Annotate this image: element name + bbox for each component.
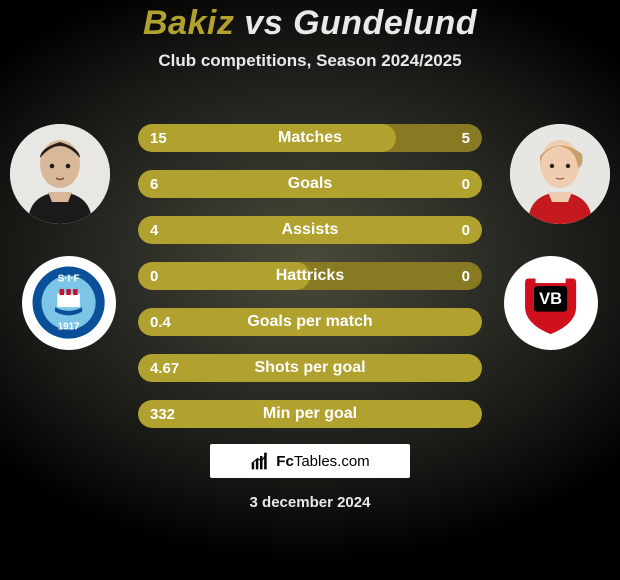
stat-bar-row: 40Assists	[138, 216, 482, 244]
bar-value-left: 15	[150, 124, 167, 152]
bar-value-left: 332	[150, 400, 175, 428]
stat-bar-row: 155Matches	[138, 124, 482, 152]
bar-value-left: 0	[150, 262, 158, 290]
club2-crest: VB	[504, 256, 598, 350]
brand-logo-icon	[250, 451, 270, 471]
svg-text:VB: VB	[540, 290, 563, 309]
player2-avatar	[510, 124, 610, 224]
stat-bar-row: 60Goals	[138, 170, 482, 198]
svg-text:1917: 1917	[58, 322, 80, 333]
svg-text:S·I·F: S·I·F	[58, 274, 80, 285]
player2-name: Gundelund	[293, 4, 477, 42]
date-text: 3 december 2024	[0, 494, 620, 511]
stat-bar-row: 332Min per goal	[138, 400, 482, 428]
bar-fill	[138, 262, 310, 290]
bar-fill	[138, 170, 482, 198]
bar-value-left: 4.67	[150, 354, 179, 382]
bar-fill	[138, 400, 482, 428]
club2-crest-svg: VB	[513, 265, 588, 340]
club1-crest: S·I·F 1917	[22, 256, 116, 350]
brand-box: FcTables.com	[210, 444, 410, 478]
versus-text: vs	[244, 4, 283, 42]
stat-bar-row: 4.67Shots per goal	[138, 354, 482, 382]
brand-bold: Fc	[276, 453, 294, 470]
bar-value-right: 0	[462, 262, 470, 290]
bar-fill	[138, 124, 396, 152]
stat-bar-row: 00Hattricks	[138, 262, 482, 290]
subtitle: Club competitions, Season 2024/2025	[0, 51, 620, 71]
page-title: Bakiz vs Gundelund	[0, 0, 620, 43]
player1-name: Bakiz	[143, 4, 234, 42]
player1-avatar-svg	[10, 124, 110, 224]
bar-fill	[138, 216, 482, 244]
bar-value-left: 0.4	[150, 308, 171, 336]
club1-crest-svg: S·I·F 1917	[31, 265, 106, 340]
bar-value-left: 6	[150, 170, 158, 198]
bar-value-left: 4	[150, 216, 158, 244]
player1-avatar	[10, 124, 110, 224]
player2-avatar-svg	[510, 124, 610, 224]
bar-value-right: 0	[462, 170, 470, 198]
brand-light: Tables.com	[294, 453, 370, 470]
stat-bars: 155Matches60Goals40Assists00Hattricks0.4…	[138, 124, 482, 446]
bar-fill	[138, 308, 482, 336]
bar-value-right: 0	[462, 216, 470, 244]
bar-fill	[138, 354, 482, 382]
stat-bar-row: 0.4Goals per match	[138, 308, 482, 336]
bar-value-right: 5	[462, 124, 470, 152]
content-wrapper: Bakiz vs Gundelund Club competitions, Se…	[0, 0, 620, 580]
